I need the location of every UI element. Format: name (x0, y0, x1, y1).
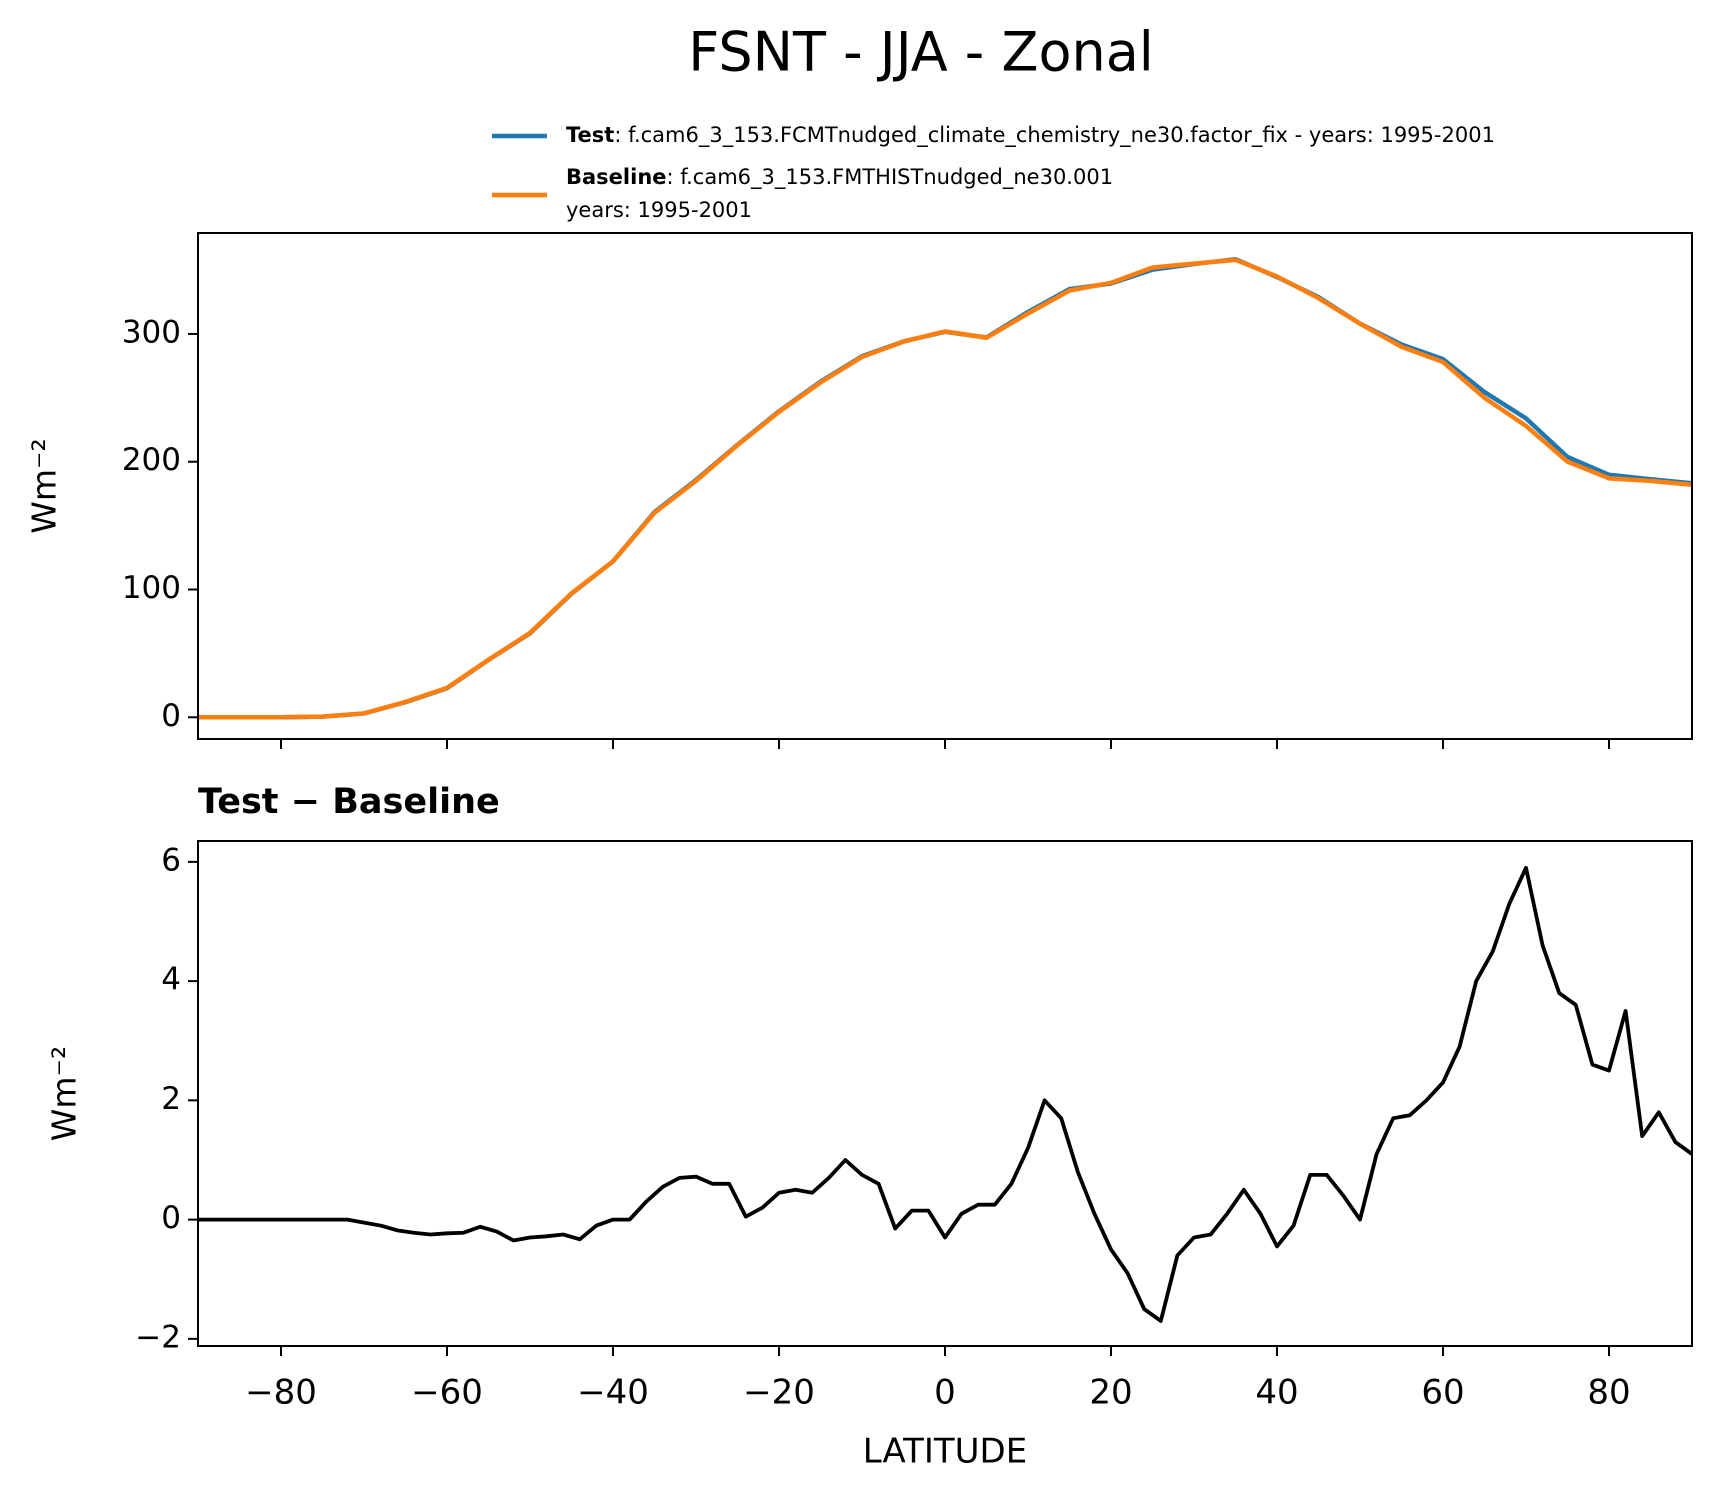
y-tick-label: −2 (135, 1319, 181, 1355)
x-tick-label: 0 (934, 1373, 956, 1413)
axes-frame (197, 840, 1693, 1347)
x-axis-label: LATITUDE (863, 1432, 1027, 1472)
y-tick-label: 200 (122, 442, 181, 478)
x-tick-label: −80 (245, 1373, 317, 1413)
x-tick-label: 80 (1587, 1373, 1630, 1413)
x-tick-label: −60 (411, 1373, 483, 1413)
legend-description: years: 1995-2001 (566, 198, 752, 222)
legend-description: : f.cam6_3_153.FMTHISTnudged_ne30.001 (667, 165, 1114, 190)
legend-label: Test: f.cam6_3_153.FCMTnudged_climate_ch… (566, 123, 1495, 148)
figure-title: FSNT - JJA - Zonal (688, 21, 1154, 84)
y-axis-label: Wm⁻² (45, 1046, 84, 1141)
x-tick-label: 40 (1255, 1373, 1298, 1413)
data-line (198, 865, 1692, 1323)
data-line (198, 257, 1692, 720)
y-tick-label: 300 (122, 314, 181, 350)
x-tick-label: −20 (743, 1373, 815, 1413)
x-tick-label: 60 (1421, 1373, 1464, 1413)
y-tick-label: 4 (161, 962, 181, 998)
subplot-title: Test − Baseline (198, 782, 500, 822)
x-tick-label: 20 (1089, 1373, 1132, 1413)
y-tick-label: 2 (161, 1081, 181, 1117)
x-tick-label: −40 (577, 1373, 649, 1413)
y-tick-label: 6 (161, 842, 181, 878)
axes-frame (197, 232, 1693, 740)
y-tick-label: 100 (122, 570, 181, 606)
legend-name: Baseline (566, 165, 667, 189)
legend-name: Test (566, 123, 614, 147)
y-axis-label: Wm⁻² (25, 438, 64, 533)
legend-description: : f.cam6_3_153.FCMTnudged_climate_chemis… (614, 123, 1495, 148)
y-tick-label: 0 (161, 1200, 181, 1236)
legend-label: Baseline: f.cam6_3_153.FMTHISTnudged_ne3… (566, 165, 1113, 190)
y-tick-label: 0 (161, 698, 181, 734)
